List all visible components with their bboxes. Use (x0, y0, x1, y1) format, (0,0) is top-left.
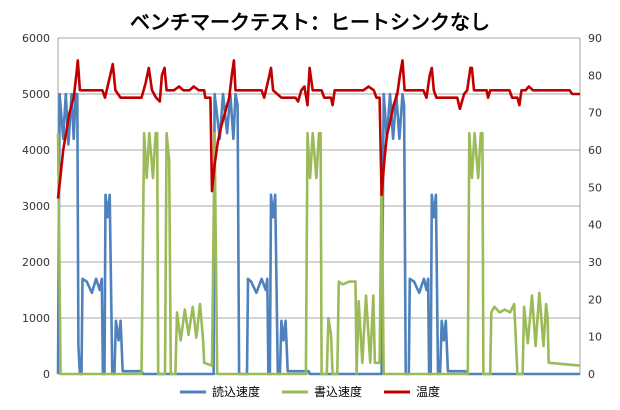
y-right-tick-label: 10 (588, 331, 602, 344)
y-left-tick-label: 4000 (22, 144, 50, 157)
y-right-tick-label: 20 (588, 293, 602, 306)
legend-label-3: 温度 (416, 384, 440, 399)
y-left-tick-label: 2000 (22, 256, 50, 269)
y-right-tick-label: 60 (588, 144, 602, 157)
chart-title: ベンチマークテスト：ヒートシンクなし (130, 10, 490, 34)
series-line-1 (56, 92, 580, 376)
y-right-tick-label: 50 (588, 181, 602, 194)
y-right-tick-label: 70 (588, 107, 602, 120)
y-right-tick-label: 0 (588, 368, 595, 381)
y-right-tick-label: 40 (588, 219, 602, 232)
series-line-3 (56, 59, 580, 199)
series-line-2 (56, 131, 581, 376)
y-left-tick-label: 6000 (22, 32, 50, 45)
y-left-tick-label: 1000 (22, 312, 50, 325)
y-left-tick-label: 0 (43, 368, 50, 381)
y-right-tick-label: 80 (588, 69, 602, 82)
legend-label-1: 読込速度 (212, 384, 260, 399)
legend-label-2: 書込速度 (314, 384, 362, 399)
y-right-tick-label: 90 (588, 32, 602, 45)
y-left-tick-label: 3000 (22, 200, 50, 213)
y-left-tick-label: 5000 (22, 88, 50, 101)
y-right-tick-label: 30 (588, 256, 602, 269)
